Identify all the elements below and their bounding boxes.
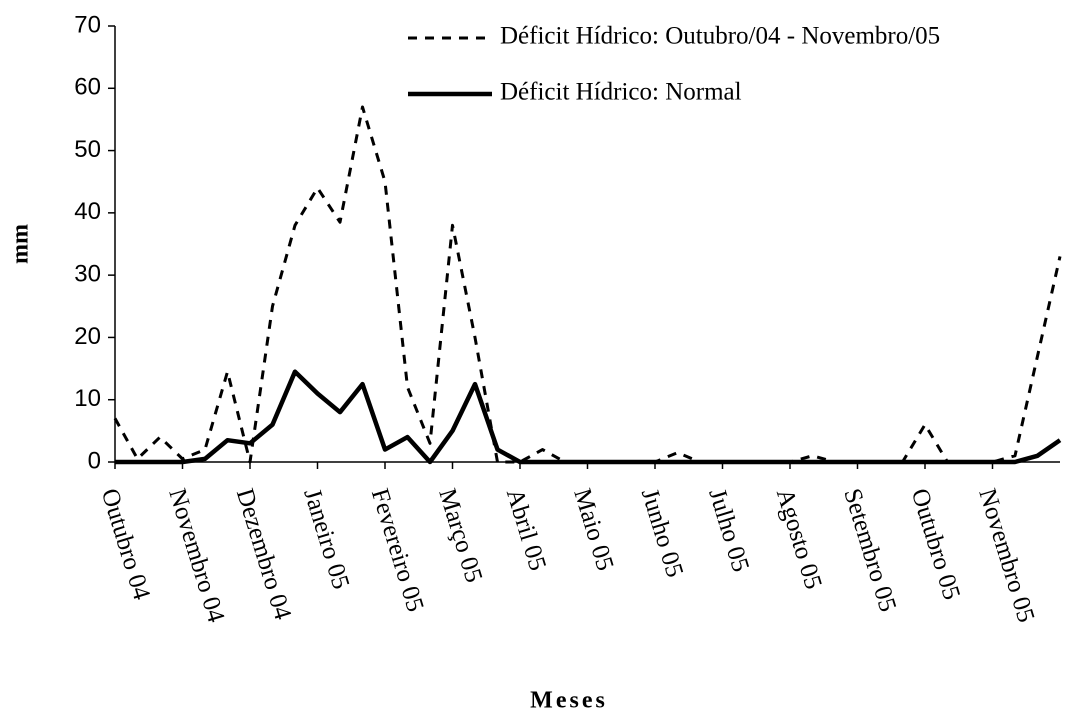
data-line: [115, 369, 1062, 465]
x-tick-label: Maio 05: [568, 486, 618, 574]
y-tick-label: 40: [74, 198, 101, 225]
x-tick-label: Abril 05: [501, 486, 551, 574]
legend-label: Déficit Hídrico: Normal: [500, 79, 742, 106]
x-tick-label: Outubro 05: [906, 486, 965, 603]
y-tick-label: 60: [74, 74, 101, 101]
x-tick-label: Julho 05: [703, 486, 754, 576]
y-tick-label: 0: [88, 447, 101, 474]
x-axis-label: Meses: [530, 688, 608, 714]
x-tick-label: Novembro 04: [163, 486, 229, 627]
x-tick-label: Junho 05: [636, 486, 688, 581]
y-axis-label: mm: [8, 224, 34, 264]
x-tick-label: Setembro 05: [838, 486, 901, 615]
legend-label: Déficit Hídrico: Outubro/04 - Novembro/0…: [500, 23, 940, 50]
x-tick-label: Agosto 05: [771, 486, 827, 593]
data-line: [113, 105, 1062, 464]
x-tick-label: Fevereiro 05: [366, 486, 429, 615]
y-tick-label: 50: [74, 136, 101, 163]
y-tick-label: 70: [74, 11, 101, 38]
x-tick-label: Janeiro 05: [298, 486, 354, 593]
y-tick-label: 20: [74, 323, 101, 350]
x-tick-label: Novembro 05: [973, 486, 1039, 626]
y-tick-label: 30: [74, 260, 101, 287]
x-tick-label: Dezembro 04: [231, 486, 297, 624]
x-tick-label: Março 05: [433, 486, 487, 586]
y-tick-label: 10: [74, 385, 101, 412]
x-tick-label: Outubro 04: [96, 486, 155, 604]
